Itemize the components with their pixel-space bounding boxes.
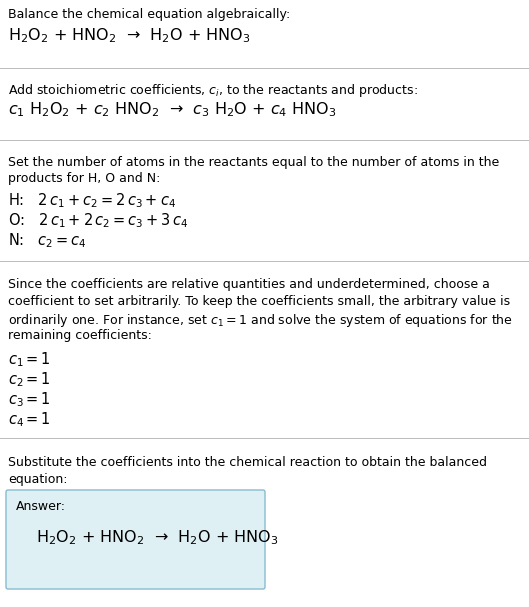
Text: $c_1$ $\mathregular{H_2O_2}$ + $c_2$ $\mathregular{HNO_2}$  →  $c_3$ $\mathregul: $c_1$ $\mathregular{H_2O_2}$ + $c_2$ $\m… xyxy=(8,100,336,119)
Text: remaining coefficients:: remaining coefficients: xyxy=(8,329,152,342)
Text: H:   $2\,c_1 + c_2 = 2\,c_3 + c_4$: H: $2\,c_1 + c_2 = 2\,c_3 + c_4$ xyxy=(8,191,176,209)
Text: Set the number of atoms in the reactants equal to the number of atoms in the: Set the number of atoms in the reactants… xyxy=(8,156,499,169)
Text: N:   $c_2 = c_4$: N: $c_2 = c_4$ xyxy=(8,231,87,249)
Text: $c_4 = 1$: $c_4 = 1$ xyxy=(8,410,51,429)
Text: Add stoichiometric coefficients, $c_i$, to the reactants and products:: Add stoichiometric coefficients, $c_i$, … xyxy=(8,82,418,99)
Text: Since the coefficients are relative quantities and underdetermined, choose a: Since the coefficients are relative quan… xyxy=(8,278,490,291)
Text: $\mathregular{H_2O_2}$ + $\mathregular{HNO_2}$  →  $\mathregular{H_2O}$ + $\math: $\mathregular{H_2O_2}$ + $\mathregular{H… xyxy=(36,528,279,547)
FancyBboxPatch shape xyxy=(6,490,265,589)
Text: $c_3 = 1$: $c_3 = 1$ xyxy=(8,390,51,409)
Text: Answer:: Answer: xyxy=(16,500,66,513)
Text: coefficient to set arbitrarily. To keep the coefficients small, the arbitrary va: coefficient to set arbitrarily. To keep … xyxy=(8,295,510,308)
Text: products for H, O and N:: products for H, O and N: xyxy=(8,172,160,185)
Text: Balance the chemical equation algebraically:: Balance the chemical equation algebraica… xyxy=(8,8,290,21)
Text: Substitute the coefficients into the chemical reaction to obtain the balanced: Substitute the coefficients into the che… xyxy=(8,456,487,469)
Text: equation:: equation: xyxy=(8,473,68,486)
Text: ordinarily one. For instance, set $c_1 = 1$ and solve the system of equations fo: ordinarily one. For instance, set $c_1 =… xyxy=(8,312,513,329)
Text: $\mathregular{H_2O_2}$ + $\mathregular{HNO_2}$  →  $\mathregular{H_2O}$ + $\math: $\mathregular{H_2O_2}$ + $\mathregular{H… xyxy=(8,26,251,45)
Text: $c_2 = 1$: $c_2 = 1$ xyxy=(8,370,51,388)
Text: $c_1 = 1$: $c_1 = 1$ xyxy=(8,350,51,368)
Text: O:   $2\,c_1 + 2\,c_2 = c_3 + 3\,c_4$: O: $2\,c_1 + 2\,c_2 = c_3 + 3\,c_4$ xyxy=(8,211,188,229)
